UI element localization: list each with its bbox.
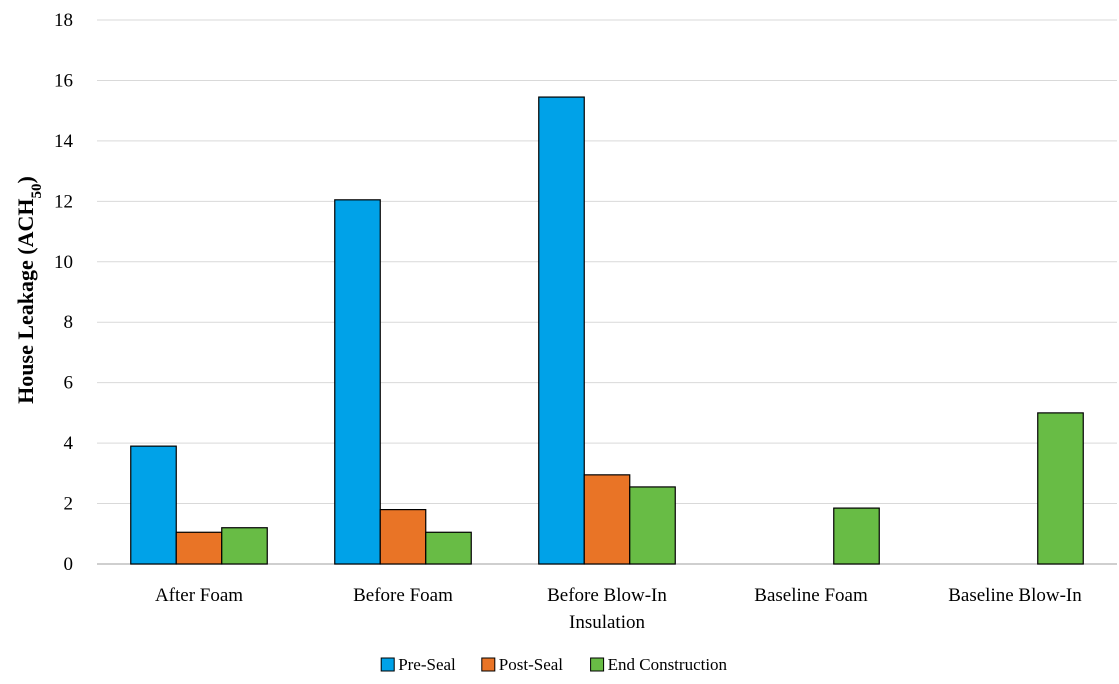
x-category-label: Insulation bbox=[569, 612, 645, 633]
y-tick-label: 8 bbox=[64, 312, 74, 333]
legend-swatch bbox=[380, 657, 395, 672]
x-category-label: Baseline Foam bbox=[754, 585, 868, 606]
x-category-label: After Foam bbox=[155, 585, 243, 606]
bar-post-seal bbox=[379, 509, 427, 565]
bar-end-construction bbox=[629, 486, 676, 565]
bar-post-seal bbox=[175, 531, 223, 565]
bar-end-construction bbox=[833, 507, 880, 565]
bar-end-construction bbox=[1037, 412, 1084, 565]
y-tick-label: 16 bbox=[54, 70, 73, 91]
x-category-label: Baseline Blow-In bbox=[948, 585, 1082, 606]
legend-label: Pre-Seal bbox=[398, 655, 456, 674]
bar-pre-seal bbox=[538, 96, 585, 565]
bars bbox=[130, 96, 1084, 565]
y-axis-title-subscript: 50 bbox=[29, 184, 45, 199]
y-tick-label: 18 bbox=[54, 10, 73, 31]
y-axis-title-suffix: ) bbox=[13, 176, 38, 183]
y-tick-label: 14 bbox=[54, 131, 74, 152]
y-tick-label: 6 bbox=[64, 373, 74, 394]
y-tick-labels: 0 2 4 6 8 10 12 14 16 18 bbox=[54, 10, 74, 575]
bar-pre-seal bbox=[334, 199, 381, 565]
bar-end-construction bbox=[221, 527, 268, 565]
gridlines bbox=[97, 19, 1117, 505]
legend-swatch bbox=[590, 657, 605, 672]
bar-pre-seal bbox=[130, 445, 177, 565]
y-tick-label: 0 bbox=[64, 554, 74, 575]
y-axis-title: House Leakage (ACH50) bbox=[13, 176, 45, 404]
y-tick-label: 10 bbox=[54, 252, 73, 273]
y-tick-label: 2 bbox=[64, 494, 74, 515]
x-category-labels: After Foam Before Foam Before Blow-In Insul… bbox=[155, 585, 1082, 633]
y-tick-label: 4 bbox=[64, 433, 74, 454]
legend-swatch bbox=[481, 657, 496, 672]
legend-label: End Construction bbox=[608, 655, 728, 674]
y-tick-label: 12 bbox=[54, 191, 73, 212]
legend: Pre-Seal Post-Seal End Construction bbox=[380, 655, 728, 674]
x-category-label: Before Foam bbox=[353, 585, 453, 606]
bar-end-construction bbox=[425, 531, 472, 565]
bar-post-seal bbox=[583, 474, 631, 565]
x-category-label: Before Blow-In bbox=[547, 585, 667, 606]
y-axis-title-main: House Leakage (ACH bbox=[13, 199, 38, 404]
legend-label: Post-Seal bbox=[499, 655, 564, 674]
